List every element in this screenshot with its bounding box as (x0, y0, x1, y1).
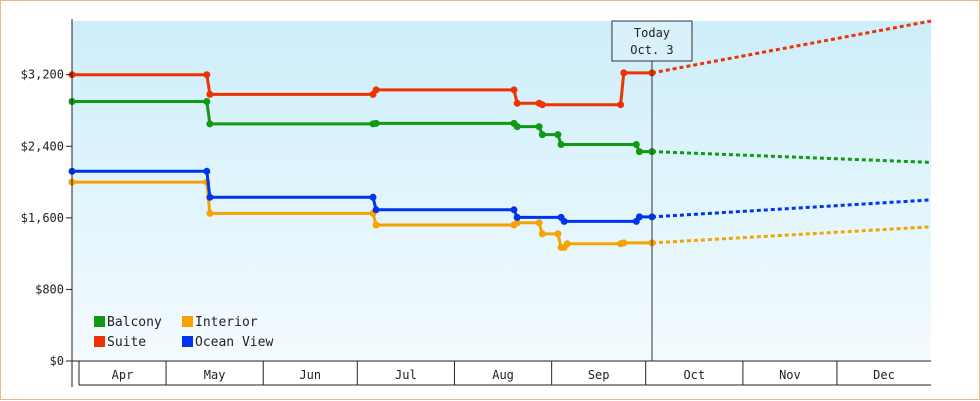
data-point-suite (620, 69, 628, 77)
y-tick-label: $0 (50, 354, 64, 368)
data-point-balcony (538, 131, 546, 139)
x-tick-label-aug: Aug (492, 368, 514, 382)
data-point-ocean-view (203, 167, 211, 175)
data-point-ocean-view (206, 193, 214, 201)
today-callout-box (611, 20, 693, 62)
x-tick-label-apr: Apr (112, 368, 134, 382)
data-point-ocean-view (560, 217, 568, 225)
forecast-line-suite (651, 19, 932, 75)
data-point-balcony (513, 123, 521, 131)
legend-label-suite: Suite (107, 335, 146, 350)
data-point-balcony (372, 119, 380, 127)
data-point-interior (563, 240, 571, 248)
data-point-balcony (535, 123, 543, 131)
data-point-suite (206, 90, 214, 98)
today-date-label: Oct. 3 (630, 43, 673, 57)
x-tick-label-may: May (204, 368, 226, 382)
y-tick-label: $1,600 (21, 211, 64, 225)
data-point-ocean-view (372, 206, 380, 214)
today-marker: Today Oct. 3 (611, 20, 693, 361)
x-tick-label-oct: Oct (683, 368, 705, 382)
data-point-balcony (554, 131, 562, 139)
y-tick-label: $800 (35, 282, 64, 296)
axes: $0 $800 $1,600 $2,400 $3,200 Apr May Jun Jul Aug S… (21, 19, 931, 387)
forecast-line-ocean-view (651, 198, 932, 219)
data-point-ocean-view (635, 213, 643, 221)
legend-swatch-interior (182, 316, 193, 327)
x-tick-label-nov: Nov (779, 368, 801, 382)
data-point-interior (372, 221, 380, 229)
data-point-ocean-view (513, 213, 521, 221)
legend-swatch-balcony (94, 316, 105, 327)
data-point-ocean-view (510, 206, 518, 214)
data-point-suite (203, 71, 211, 79)
data-point-suite (513, 99, 521, 107)
data-point-suite (510, 86, 518, 94)
legend-swatch-ocean-view (182, 336, 193, 347)
data-point-balcony (557, 141, 565, 148)
today-label: Today (634, 26, 670, 40)
series-layer (68, 19, 932, 251)
data-point-suite (617, 101, 625, 109)
series-line-balcony (72, 100, 652, 154)
data-point-balcony (206, 120, 214, 128)
legend-label-balcony: Balcony (107, 315, 162, 330)
legend: Balcony Interior Suite Ocean View (94, 315, 273, 350)
plot-background (72, 21, 931, 361)
legend-label-ocean-view: Ocean View (195, 335, 273, 350)
data-point-ocean-view (369, 193, 377, 201)
forecast-line-interior (651, 225, 932, 245)
data-point-interior (535, 219, 543, 227)
data-point-balcony (635, 148, 643, 156)
data-point-balcony (632, 141, 640, 148)
y-tick-label: $3,200 (21, 68, 64, 82)
x-tick-label-jul: Jul (395, 368, 417, 382)
data-point-interior (538, 230, 546, 238)
data-point-interior (554, 230, 562, 238)
legend-swatch-suite (94, 336, 105, 347)
data-point-balcony (203, 98, 211, 105)
series-line-interior (72, 180, 652, 249)
legend-label-interior: Interior (195, 315, 258, 330)
x-tick-label-dec: Dec (873, 368, 895, 382)
data-point-suite (538, 101, 546, 109)
data-point-interior (206, 209, 214, 217)
x-tick-label-sep: Sep (588, 368, 610, 382)
x-tick-label-jun: Jun (299, 368, 321, 382)
data-point-suite (372, 86, 380, 94)
forecast-line-balcony (651, 150, 932, 164)
data-point-interior (513, 219, 521, 227)
y-tick-label: $2,400 (21, 139, 64, 153)
data-point-interior (620, 239, 628, 247)
